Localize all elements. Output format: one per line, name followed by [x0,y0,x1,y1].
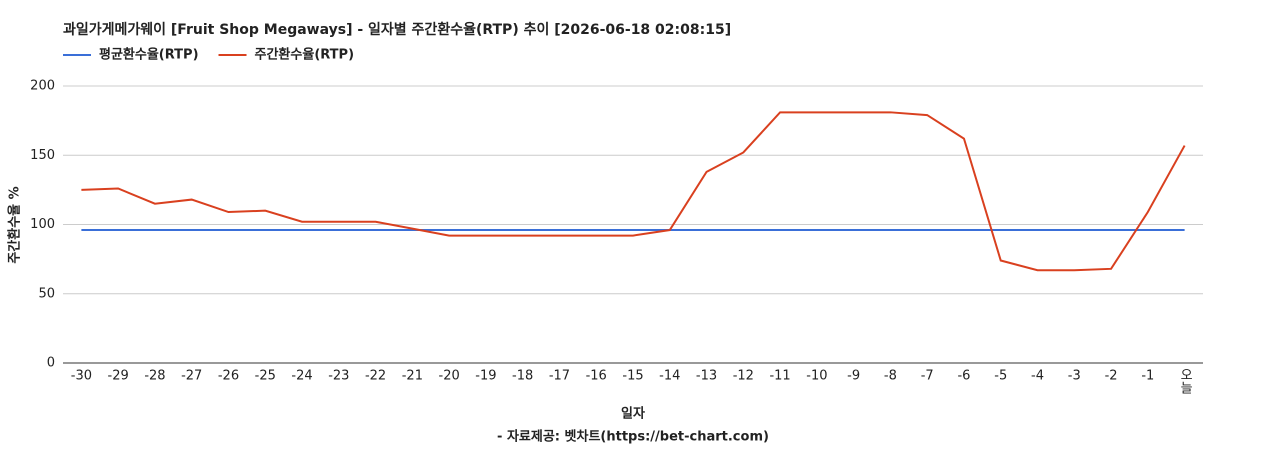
y-tick-label: 50 [38,286,55,301]
x-tick-label: -26 [218,369,239,384]
x-tick-label: -12 [733,369,754,384]
x-tick-label: -21 [402,369,423,384]
x-tick-label: -22 [365,369,386,384]
y-tick-label: 200 [30,79,55,94]
x-tick-label: 오늘 [1177,368,1192,394]
x-tick-label: -20 [439,369,460,384]
y-tick-label: 100 [30,217,55,232]
x-tick-label: -16 [586,369,607,384]
x-tick-label: -27 [181,369,202,384]
legend-label: 주간환수율(RTP) [255,47,355,63]
x-tick-label: -10 [806,369,827,384]
x-tick-label: -19 [475,369,496,384]
x-tick-label: -30 [71,369,92,384]
x-tick-label: -4 [1031,369,1044,384]
x-tick-label: -24 [291,369,312,384]
x-tick-label: -6 [957,369,970,384]
x-tick-label: -25 [255,369,276,384]
y-tick-label: 0 [47,356,55,371]
x-tick-label: -9 [847,369,860,384]
legend-label: 평균환수율(RTP) [99,47,199,63]
x-tick-label: -13 [696,369,717,384]
x-tick-label: -7 [921,369,934,384]
x-tick-label: -15 [622,369,643,384]
x-tick-label: -8 [884,369,897,384]
x-tick-label: -5 [994,369,1007,384]
x-tick-label: -3 [1068,369,1081,384]
chart-title: 과일가게메가웨이 [Fruit Shop Megaways] - 일자별 주간환… [63,21,731,38]
x-tick-label: -11 [769,369,790,384]
source: - 자료제공: 벳차트(https://bet-chart.com) [497,429,769,445]
x-tick-label: -29 [108,369,129,384]
x-tick-label: -28 [144,369,165,384]
x-tick-label: -17 [549,369,570,384]
x-tick-label: -1 [1141,369,1154,384]
x-tick-label: -18 [512,369,533,384]
y-tick-label: 150 [30,148,55,163]
y-axis-label: 주간환수율 % [7,186,23,263]
x-axis-label: 일자 [621,407,645,422]
x-tick-label: -14 [659,369,680,384]
x-tick-label: -23 [328,369,349,384]
series-line [81,111,1186,272]
x-tick-label: -2 [1105,369,1118,384]
